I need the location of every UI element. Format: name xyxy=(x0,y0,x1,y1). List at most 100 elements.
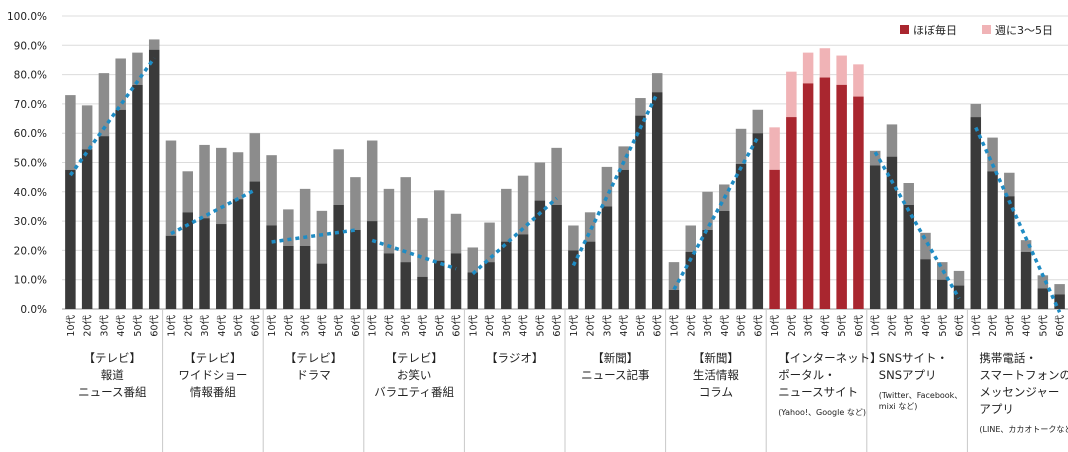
x-tick-label: 40代 xyxy=(519,315,530,337)
bar-daily xyxy=(735,163,747,309)
bar-daily xyxy=(668,289,680,309)
legend-label: ほぼ毎日 xyxy=(913,24,957,37)
y-tick-label: 60.0% xyxy=(14,128,47,140)
y-tick-label: 20.0% xyxy=(14,245,47,257)
bar-daily xyxy=(920,259,931,309)
bar-weekly xyxy=(450,213,462,254)
bar-daily xyxy=(1020,251,1032,309)
x-tick-label: 50代 xyxy=(737,315,748,337)
bar-weekly xyxy=(65,95,76,170)
bar-weekly xyxy=(953,270,965,286)
bar-weekly xyxy=(350,177,361,230)
bar-daily xyxy=(517,234,529,309)
x-tick-label: 10代 xyxy=(971,315,982,337)
bar-daily xyxy=(467,272,479,309)
x-tick-label: 30代 xyxy=(804,315,815,337)
bar-weekly xyxy=(1054,284,1065,295)
bar-weekly xyxy=(769,127,780,170)
bar-daily xyxy=(383,253,395,309)
bar-daily xyxy=(869,165,881,309)
bar-weekly xyxy=(1004,172,1015,197)
bar-weekly xyxy=(970,103,982,118)
x-tick-label: 60代 xyxy=(150,315,161,337)
bar-weekly xyxy=(584,212,596,242)
bar-weekly xyxy=(819,48,831,78)
bar-daily xyxy=(232,199,244,309)
x-tick-label: 20代 xyxy=(787,315,798,337)
bar-weekly xyxy=(802,52,814,84)
x-tick-label: 50代 xyxy=(1038,315,1049,337)
x-tick-label: 40代 xyxy=(217,315,228,337)
bar-daily xyxy=(618,169,629,309)
bar-daily xyxy=(584,241,596,309)
bar-weekly xyxy=(987,137,998,172)
bar-daily xyxy=(802,83,814,309)
bar-daily xyxy=(601,206,613,309)
bar-weekly xyxy=(266,155,277,226)
group-label: SNSサイト・ xyxy=(879,351,948,365)
bar-daily xyxy=(786,117,797,310)
group-label: ニュース番組 xyxy=(78,385,147,399)
x-tick-label: 30代 xyxy=(703,315,714,337)
x-tick-label: 60代 xyxy=(552,315,563,337)
bar-weekly xyxy=(299,188,311,247)
group-label: 【新聞】 xyxy=(693,351,739,365)
bar-weekly xyxy=(132,52,143,85)
group-label: ポータル・ xyxy=(778,368,836,382)
bar-weekly xyxy=(551,147,562,205)
bar-weekly xyxy=(869,150,881,166)
bar-daily xyxy=(970,117,982,310)
x-tick-label: 20代 xyxy=(284,315,295,337)
group-label: メッセンジャー xyxy=(979,385,1059,399)
bar-daily xyxy=(752,133,764,309)
x-tick-label: 10代 xyxy=(569,315,580,337)
bar-weekly xyxy=(417,218,428,277)
bar-weekly xyxy=(534,162,546,201)
trend-line xyxy=(68,56,156,177)
x-tick-label: 50代 xyxy=(636,315,647,337)
bar-daily xyxy=(148,49,160,309)
group-label: スマートフォンの xyxy=(979,368,1068,382)
y-tick-label: 0.0% xyxy=(20,304,47,316)
x-tick-label: 10代 xyxy=(267,315,278,337)
group-labels: 【テレビ】報道ニュース番組【テレビ】ワイドショー情報番組【テレビ】ドラマ【テレビ… xyxy=(78,351,1068,434)
group-label: ドラマ xyxy=(296,368,331,382)
bar-daily xyxy=(249,181,261,309)
x-tick-label: 20代 xyxy=(988,315,999,337)
bar-daily xyxy=(568,250,579,309)
x-tick-label: 20代 xyxy=(485,315,496,337)
x-tick-label: 10代 xyxy=(669,315,680,337)
group-label: アプリ xyxy=(979,402,1014,416)
x-tick-label: 60代 xyxy=(955,315,966,337)
group-label: バラエティ番組 xyxy=(374,385,454,399)
bar-daily xyxy=(132,84,143,309)
group-label: お笑い xyxy=(397,368,432,382)
bar-weekly xyxy=(400,177,411,263)
bar-daily xyxy=(685,251,696,309)
group-label: 生活情報 xyxy=(693,368,739,382)
bar-weekly xyxy=(249,133,261,182)
group-label: SNSアプリ xyxy=(879,368,937,382)
bar-daily xyxy=(350,229,361,309)
bar-daily xyxy=(283,246,294,309)
bar-daily xyxy=(551,204,562,309)
bar-daily xyxy=(266,225,277,309)
x-tick-label: 50代 xyxy=(938,315,949,337)
trend-line xyxy=(974,126,1062,314)
group-label: 【テレビ】 xyxy=(184,351,242,365)
x-tick-label: 40代 xyxy=(116,315,127,337)
x-tick-label: 50代 xyxy=(535,315,546,337)
bar-weekly xyxy=(232,152,244,200)
bar-weekly xyxy=(199,144,210,219)
bar-weekly xyxy=(333,149,344,205)
bar-weekly xyxy=(752,109,764,134)
bar-weekly xyxy=(517,175,529,235)
group-label: コラム xyxy=(699,385,733,399)
x-tick-label: 50代 xyxy=(234,315,245,337)
x-tick-label: 60代 xyxy=(1055,315,1066,337)
x-tick-label: 60代 xyxy=(753,315,764,337)
x-tick-label: 30代 xyxy=(602,315,613,337)
bar-weekly xyxy=(1037,275,1049,289)
bar-daily xyxy=(886,156,898,309)
x-tick-label: 40代 xyxy=(1022,315,1033,337)
